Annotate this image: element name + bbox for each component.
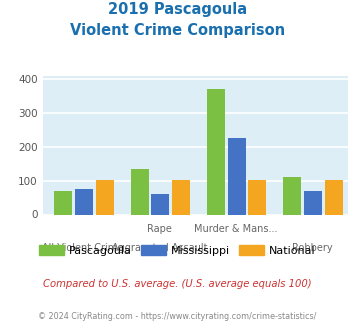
Bar <box>207 89 225 214</box>
Text: Compared to U.S. average. (U.S. average equals 100): Compared to U.S. average. (U.S. average … <box>43 279 312 289</box>
Bar <box>95 180 114 214</box>
Bar <box>75 189 93 214</box>
Bar <box>324 180 343 214</box>
Text: All Violent Crime: All Violent Crime <box>42 243 124 252</box>
Bar <box>172 180 190 214</box>
Text: Robbery: Robbery <box>292 243 332 252</box>
Text: Murder & Mans...: Murder & Mans... <box>194 224 277 234</box>
Bar <box>283 177 301 214</box>
Text: © 2024 CityRating.com - https://www.cityrating.com/crime-statistics/: © 2024 CityRating.com - https://www.city… <box>38 312 317 321</box>
Bar <box>131 169 148 214</box>
Bar <box>54 191 72 214</box>
Bar <box>151 193 169 214</box>
Legend: Pascagoula, Mississippi, National: Pascagoula, Mississippi, National <box>35 241 320 260</box>
Bar <box>228 139 246 214</box>
Bar <box>304 191 322 214</box>
Text: Violent Crime Comparison: Violent Crime Comparison <box>70 23 285 38</box>
Bar <box>248 180 266 214</box>
Text: 2019 Pascagoula: 2019 Pascagoula <box>108 2 247 16</box>
Text: Aggravated Assault: Aggravated Assault <box>111 243 207 252</box>
Text: Rape: Rape <box>147 224 172 234</box>
